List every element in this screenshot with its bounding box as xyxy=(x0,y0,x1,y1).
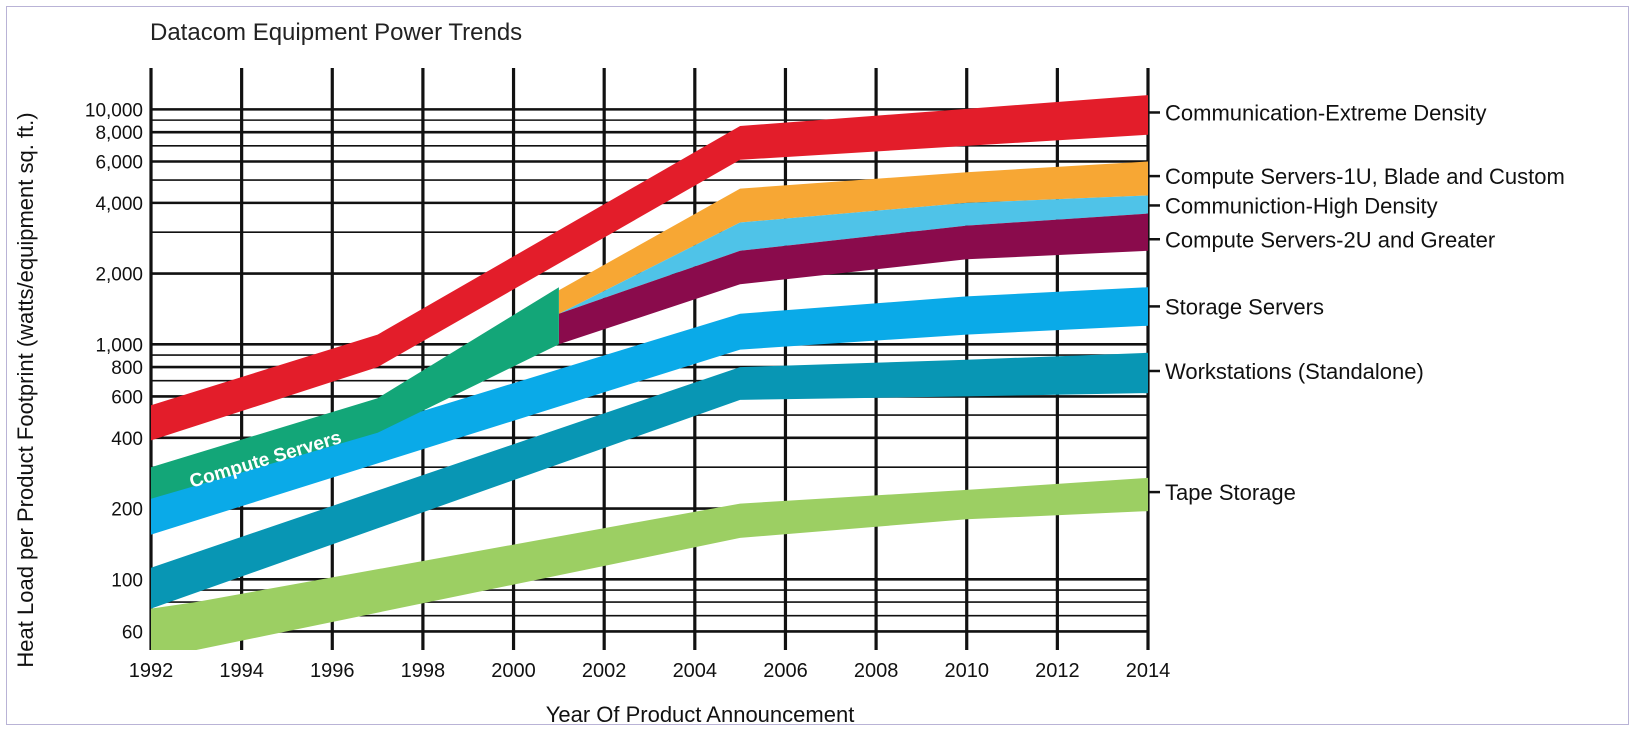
x-tick-label: 2004 xyxy=(673,660,718,682)
band-compute-servers-2u-and-greater xyxy=(558,213,1148,345)
chart-frame xyxy=(6,6,1629,725)
y-tick-label: 8,000 xyxy=(95,123,143,144)
y-tick-label: 200 xyxy=(111,500,143,521)
legend-label-compute-servers-1u-blade-and-custom: Compute Servers-1U, Blade and Custom xyxy=(1165,164,1565,189)
band-workstations-standalone xyxy=(151,352,1148,609)
y-tick-label: 10,000 xyxy=(85,100,143,121)
band-communiction-high-density xyxy=(558,195,1148,314)
y-tick-label: 600 xyxy=(111,387,143,408)
data-bands xyxy=(151,95,1148,650)
y-axis-label: Heat Load per Product Footprint (watts/e… xyxy=(13,112,38,667)
y-tick-label: 100 xyxy=(111,570,143,591)
legend-label-communiction-high-density: Communiction-High Density xyxy=(1165,193,1438,218)
x-tick-label: 1994 xyxy=(219,660,264,682)
x-tick-label: 1998 xyxy=(401,660,446,682)
legend: Communication-Extreme Density Compute Ser… xyxy=(1148,100,1565,505)
y-tick-label: 60 xyxy=(122,622,143,643)
x-tick-label: 2010 xyxy=(944,660,989,682)
chart-title: Datacom Equipment Power Trends xyxy=(150,19,522,46)
y-tick-label: 400 xyxy=(111,429,143,450)
y-tick-label: 2,000 xyxy=(95,265,143,286)
x-tick-label: 1996 xyxy=(310,660,355,682)
x-tick-label: 2006 xyxy=(763,660,808,682)
band-storage-servers xyxy=(151,287,1148,535)
y-tick-label: 6,000 xyxy=(95,152,143,173)
legend-label-workstations-standalone: Workstations (Standalone) xyxy=(1165,359,1424,384)
x-tick-label: 2000 xyxy=(491,660,536,682)
x-tick-label: 2014 xyxy=(1126,660,1171,682)
band-tape-storage xyxy=(151,477,1148,650)
band-compute-servers-1u-blade-and-custom xyxy=(558,161,1148,314)
y-tick-label: 800 xyxy=(111,358,143,379)
x-axis-label: Year Of Product Announcement xyxy=(546,702,855,727)
x-tick-labels: 1992 1994 1996 1998 2000 2002 2004 2006 2008 2010… xyxy=(129,660,1171,682)
legend-label-tape-storage: Tape Storage xyxy=(1165,480,1296,505)
x-tick-label: 1992 xyxy=(129,660,174,682)
legend-label-compute-servers-2u-and-greater: Compute Servers-2U and Greater xyxy=(1165,227,1495,252)
x-tick-label: 2002 xyxy=(582,660,627,682)
y-tick-label: 4,000 xyxy=(95,194,143,215)
legend-label-communication-extreme-density: Communication-Extreme Density xyxy=(1165,100,1487,125)
band-compute-servers xyxy=(151,287,559,499)
x-tick-label: 2012 xyxy=(1035,660,1080,682)
x-tick-label: 2008 xyxy=(854,660,899,682)
y-tick-label: 1,000 xyxy=(95,335,143,356)
legend-label-storage-servers: Storage Servers xyxy=(1165,294,1324,319)
band-communication-extreme-density xyxy=(151,95,1148,441)
